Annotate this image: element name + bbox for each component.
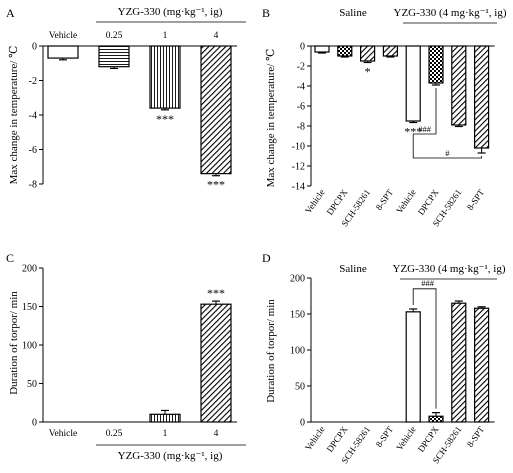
panel-b-y-tick-label: -4 xyxy=(297,82,305,93)
panel-b-y-tick-label: 0 xyxy=(300,42,305,53)
panel-a-significance: *** xyxy=(156,112,174,126)
panel-b-category-label: 8-SPT xyxy=(374,187,396,212)
panel-b-bar xyxy=(451,45,467,126)
panel-b-comparison-label: # xyxy=(445,148,450,158)
panel-b-y-tick-label: -2 xyxy=(297,62,305,73)
panel-c-significance: *** xyxy=(207,286,225,300)
panel-d-y-tick-label: 100 xyxy=(290,346,305,357)
panel-b-y-tick-label: -14 xyxy=(292,182,305,193)
panel-c-ylabel: Duration of torpor/ min xyxy=(8,291,20,395)
panel-c-y-tick-label: 100 xyxy=(22,341,37,352)
panel-c-category-label: 0.25 xyxy=(106,429,123,439)
panel-a-ylabel: Max change in temperature/ ℃ xyxy=(8,46,20,185)
panel-letter-d: D xyxy=(262,251,271,265)
panel-c-y-tick-label: 200 xyxy=(22,264,37,275)
panel-a-y-tick-label: -8 xyxy=(29,180,37,191)
panel-d-bar xyxy=(428,415,444,423)
panel-d-comparison-label: ### xyxy=(421,278,435,288)
panel-b-comparison-bracket xyxy=(412,136,483,159)
chart-panel-c: 0 50 100 150 200 Vehicle 0.25 1 *** 4 xyxy=(22,264,237,439)
panel-a-y-tick-label: -6 xyxy=(29,145,37,156)
panel-b-significance: * xyxy=(365,65,371,79)
panel-d-comparison-bracket xyxy=(412,288,437,409)
panel-d-group-label-saline: Saline xyxy=(339,263,367,275)
panel-a-group-label: YZG-330 (mg·kg⁻¹, ig) xyxy=(118,6,223,18)
panel-letter-c: C xyxy=(6,251,14,265)
panel-b-y-tick-label: -12 xyxy=(292,162,305,173)
panel-b-bar xyxy=(360,45,376,62)
panel-d-bar xyxy=(474,307,490,423)
panel-b-significance: *** xyxy=(404,125,422,139)
panel-a-y-tick-label: 0 xyxy=(32,42,37,53)
panel-b-group-label-saline: Saline xyxy=(339,7,367,19)
panel-a-bar xyxy=(98,45,130,68)
panel-a-bar xyxy=(149,45,181,109)
panel-b-group-label-yzg: YZG-330 (4 mg·kg⁻¹, ig) xyxy=(394,7,507,19)
panel-b-bar xyxy=(382,45,398,57)
panel-d-y-tick-label: 150 xyxy=(290,310,305,321)
panel-d-category-label: Vehicle xyxy=(394,424,418,452)
panel-a-category-label: 4 xyxy=(214,31,219,41)
panel-a-category-label: 0.25 xyxy=(106,31,123,41)
panel-b-comparison-bracket xyxy=(412,88,437,137)
panel-d-y-tick-label: 200 xyxy=(290,274,305,285)
panel-d-category-label: 8-SPT xyxy=(374,424,396,449)
panel-b-bar xyxy=(337,45,353,57)
panel-d-ylabel: Duration of torpor/ min xyxy=(265,299,277,403)
panel-b-comparison-label: ### xyxy=(418,124,432,134)
panel-d-y-tick-label: 50 xyxy=(295,382,305,393)
panel-c-category-label: 4 xyxy=(214,429,219,439)
panel-c-y-tick-label: 50 xyxy=(27,379,37,390)
panel-d-y-tick-label: 0 xyxy=(300,418,305,429)
panel-a-y-tick-label: -2 xyxy=(29,76,37,87)
panel-b-y-tick-label: -6 xyxy=(297,102,305,113)
panel-b-ylabel: Max change in temperature/ ℃ xyxy=(265,49,277,188)
panel-d-category-label: 8-SPT xyxy=(465,424,487,449)
panel-d-bar xyxy=(451,302,467,423)
panel-d-group-label-yzg: YZG-330 (4 mg·kg⁻¹, ig) xyxy=(393,263,506,275)
panel-c-y-tick-label: 0 xyxy=(32,418,37,429)
panel-c-group-label: YZG-330 (mg·kg⁻¹, ig) xyxy=(118,450,223,462)
panel-c-category-label: 1 xyxy=(163,429,168,439)
panel-b-category-label: Vehicle xyxy=(394,187,418,215)
panel-c-bar xyxy=(149,413,181,423)
panel-b-category-label: 8-SPT xyxy=(465,187,487,212)
chart-panel-b: 0-2-4-6-8-10-12-14VehicleDPCPX*SCH-58261… xyxy=(292,42,495,228)
panel-a-significance: *** xyxy=(207,178,225,192)
panel-c-category-label: Vehicle xyxy=(49,429,78,439)
panel-a-bar xyxy=(200,45,232,175)
panel-b-bar xyxy=(474,45,490,149)
panel-b-category-label: Vehicle xyxy=(303,187,327,215)
panel-b-y-tick-label: -10 xyxy=(292,142,305,153)
panel-b-bar xyxy=(405,45,421,122)
panel-b-y-tick-label: -8 xyxy=(297,122,305,133)
panel-d-bar xyxy=(405,311,421,423)
panel-b-bar xyxy=(314,45,330,53)
chart-panel-a: 0 -2 -4 -6 -8 Vehicle 0.25 *** 1 *** 4 xyxy=(29,31,237,192)
panel-c-y-tick-label: 150 xyxy=(22,302,37,313)
panel-letter-b: B xyxy=(262,6,270,20)
panel-a-y-tick-label: -4 xyxy=(29,111,37,122)
panel-b-bar xyxy=(428,45,444,84)
panel-letter-a: A xyxy=(6,6,15,20)
panel-a-bar xyxy=(47,45,79,59)
panel-d-category-label: Vehicle xyxy=(303,424,327,452)
panel-a-category-label: 1 xyxy=(163,31,168,41)
panel-c-bar xyxy=(200,303,232,423)
panel-a-category-label: Vehicle xyxy=(49,31,78,41)
